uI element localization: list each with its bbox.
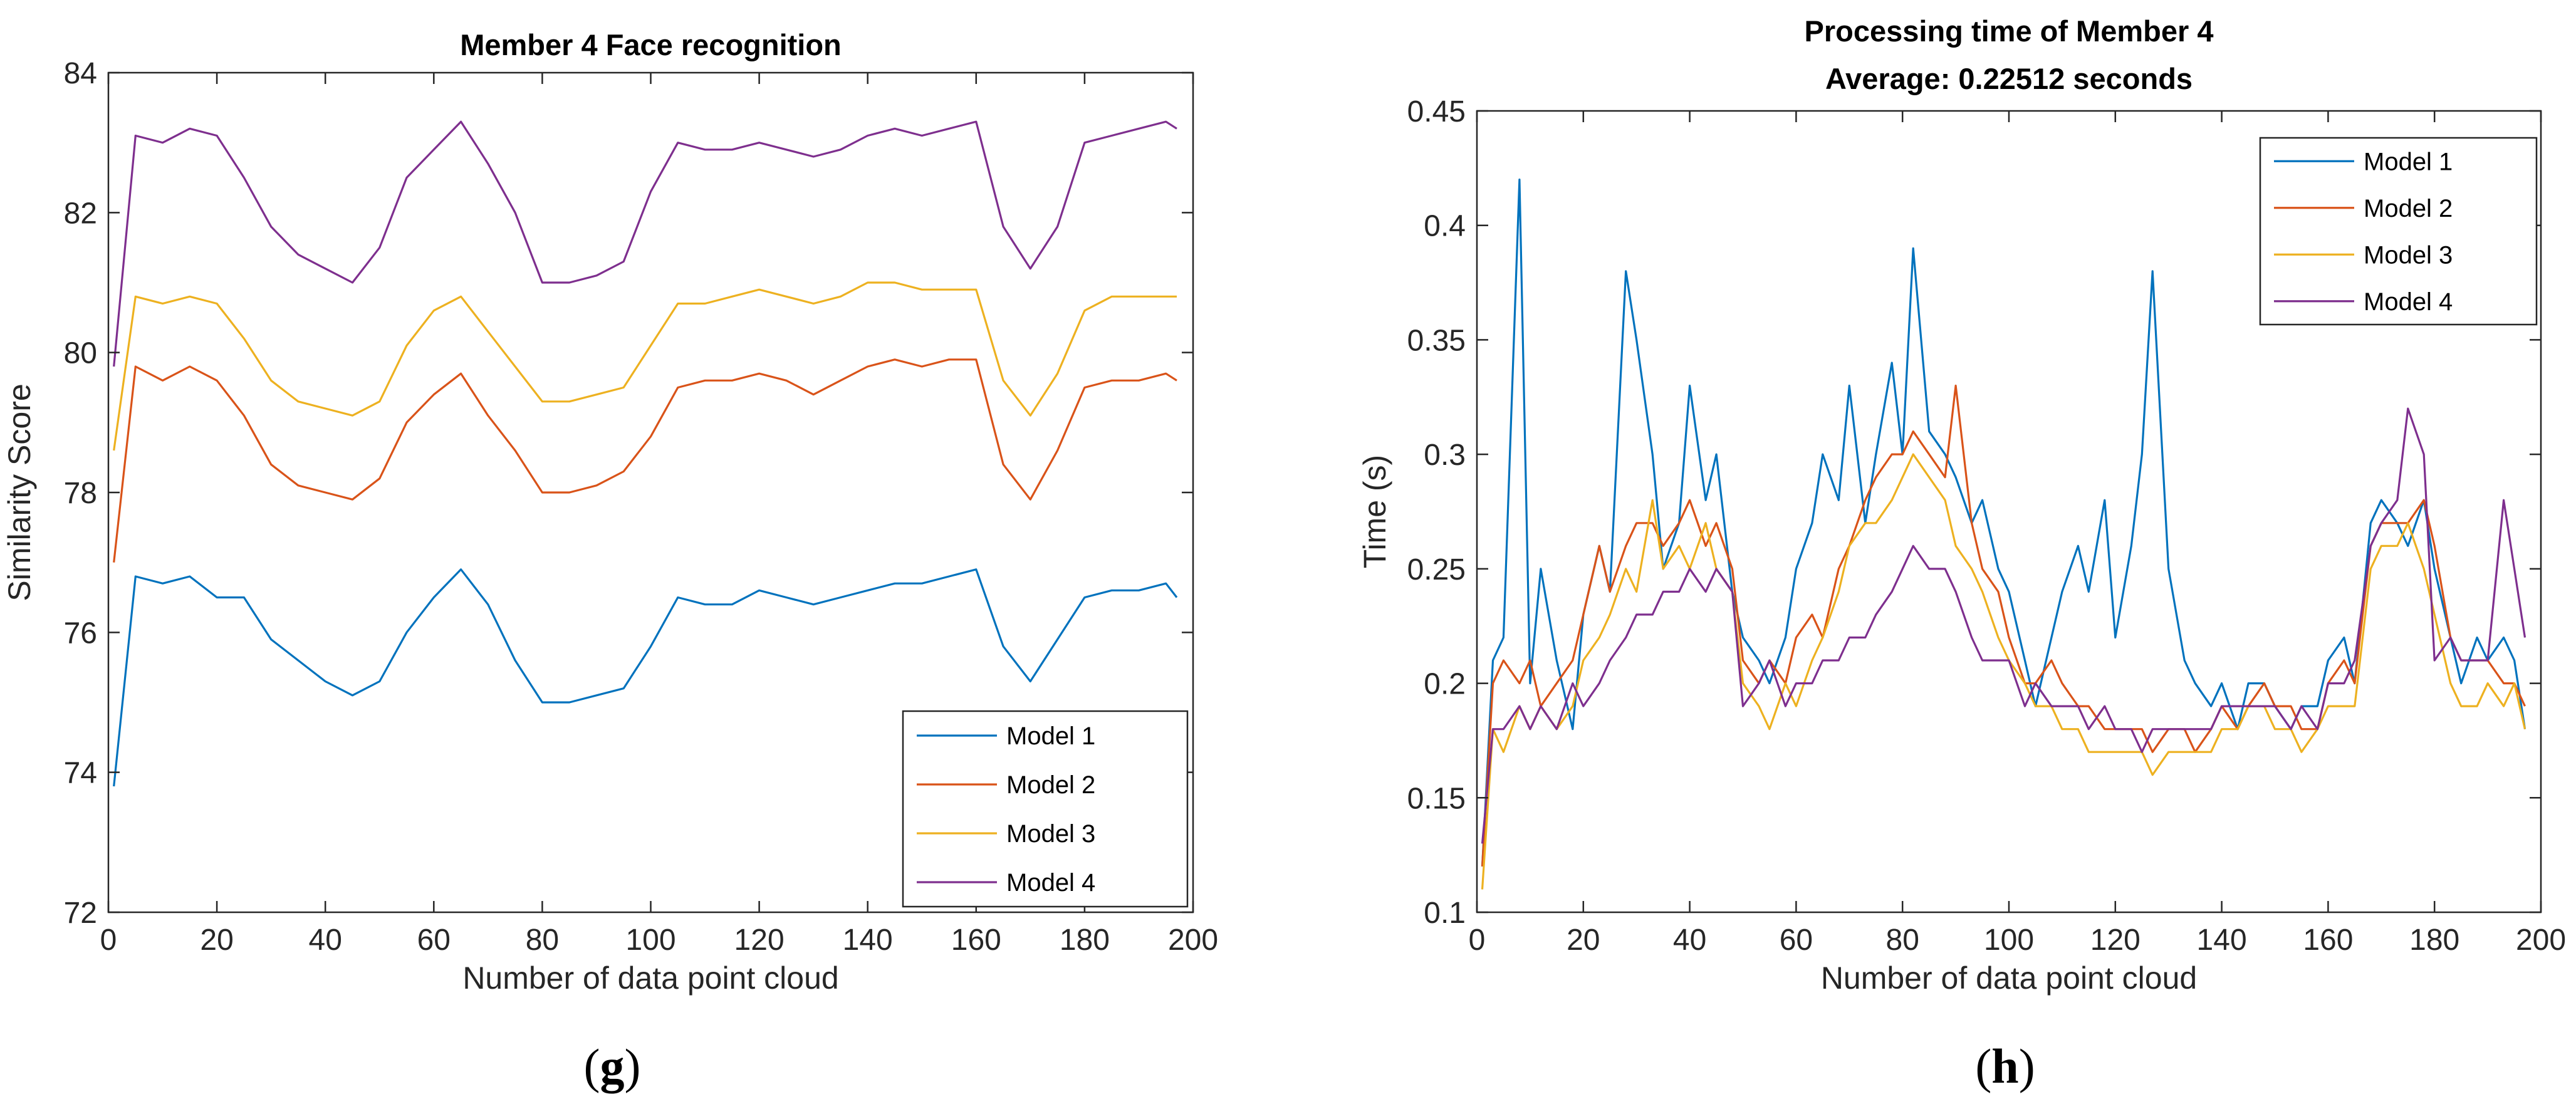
legend: Model 1 Model 2 Model 3 Model 4 (902, 710, 1189, 908)
y-tick-label: 76 (64, 617, 97, 650)
series-line-model-1 (113, 568, 1178, 787)
x-tick-label: 120 (734, 924, 785, 957)
x-tick-label: 40 (1673, 924, 1706, 957)
y-tick-label: 0.15 (1407, 782, 1466, 815)
panel-label: (g) (584, 1039, 641, 1093)
chart-subtitle: Average: 0.22512 seconds (1825, 62, 2193, 95)
y-tick-label: 0.4 (1424, 210, 1466, 243)
panel-label: (h) (1975, 1039, 2035, 1093)
x-tick-label: 40 (309, 924, 342, 957)
legend-label: Model 3 (1006, 820, 1095, 848)
legend-box (902, 710, 1189, 908)
series-line-model-3 (1481, 453, 2526, 890)
y-tick-label: 84 (64, 57, 97, 90)
y-tick-label: 78 (64, 477, 97, 510)
x-tick-label: 180 (1060, 924, 1110, 957)
legend-label: Model 3 (2364, 241, 2453, 269)
x-tick-label: 20 (200, 924, 233, 957)
x-tick-label: 160 (951, 924, 1001, 957)
x-tick-label: 200 (2516, 924, 2566, 957)
x-tick-label: 0 (1469, 924, 1486, 957)
x-tick-label: 80 (1886, 924, 1919, 957)
y-tick-label: 0.2 (1424, 668, 1466, 701)
y-tick-label: 80 (64, 337, 97, 370)
x-tick-label: 180 (2409, 924, 2459, 957)
chart-face-recognition: 0 20 40 60 80 100 120 140 160 180 200 72 74 76 78 80 82 8… (2, 28, 1218, 1093)
x-tick-label: 60 (1780, 924, 1813, 957)
y-axis-label: Time (s) (1357, 455, 1392, 568)
y-tick-label: 74 (64, 757, 97, 790)
y-tick-label: 0.25 (1407, 553, 1466, 586)
series-line-model-4 (1481, 407, 2526, 844)
chart-processing-time: 0 20 40 60 80 100 120 140 160 180 200 0.1 0.15 0.2 0.2… (1357, 14, 2566, 1093)
y-axis-label: Similarity Score (2, 383, 37, 601)
x-tick-label: 0 (100, 924, 117, 957)
series-line-model-2 (1481, 384, 2526, 867)
y-tick-label: 0.1 (1424, 897, 1466, 930)
legend-label: Model 1 (2364, 148, 2453, 175)
legend-label: Model 4 (2364, 288, 2453, 316)
series-line-model-4 (113, 120, 1177, 367)
legend-label: Model 2 (2364, 195, 2453, 222)
x-tick-label: 60 (417, 924, 451, 957)
y-tick-label: 0.35 (1407, 324, 1466, 357)
y-tick-label: 0.3 (1424, 439, 1466, 472)
series-line-model-3 (113, 281, 1177, 451)
x-tick-label: 140 (2197, 924, 2247, 957)
x-axis-label: Number of data point cloud (462, 961, 838, 996)
series-line-model-1 (1481, 179, 2526, 867)
x-tick-label: 80 (526, 924, 559, 957)
x-tick-label: 140 (843, 924, 893, 957)
x-tick-label: 200 (1168, 924, 1218, 957)
x-axis-label: Number of data point cloud (1821, 961, 2197, 996)
y-tick-label: 0.45 (1407, 95, 1466, 128)
x-tick-label: 120 (2090, 924, 2141, 957)
x-tick-label: 20 (1567, 924, 1600, 957)
x-tick-label: 160 (2303, 924, 2353, 957)
legend-box (2259, 137, 2538, 326)
legend-label: Model 4 (1006, 869, 1095, 897)
y-tick-label: 72 (64, 897, 97, 930)
y-tick-label: 82 (64, 197, 97, 230)
legend: Model 1 Model 2 Model 3 Model 4 (2259, 137, 2538, 326)
legend-label: Model 2 (1006, 771, 1095, 799)
x-tick-label: 100 (625, 924, 675, 957)
chart-title: Processing time of Member 4 (1805, 14, 2214, 48)
chart-title: Member 4 Face recognition (460, 28, 842, 61)
x-tick-label: 100 (1984, 924, 2034, 957)
series-line-model-2 (113, 358, 1177, 563)
legend-label: Model 1 (1006, 722, 1095, 750)
